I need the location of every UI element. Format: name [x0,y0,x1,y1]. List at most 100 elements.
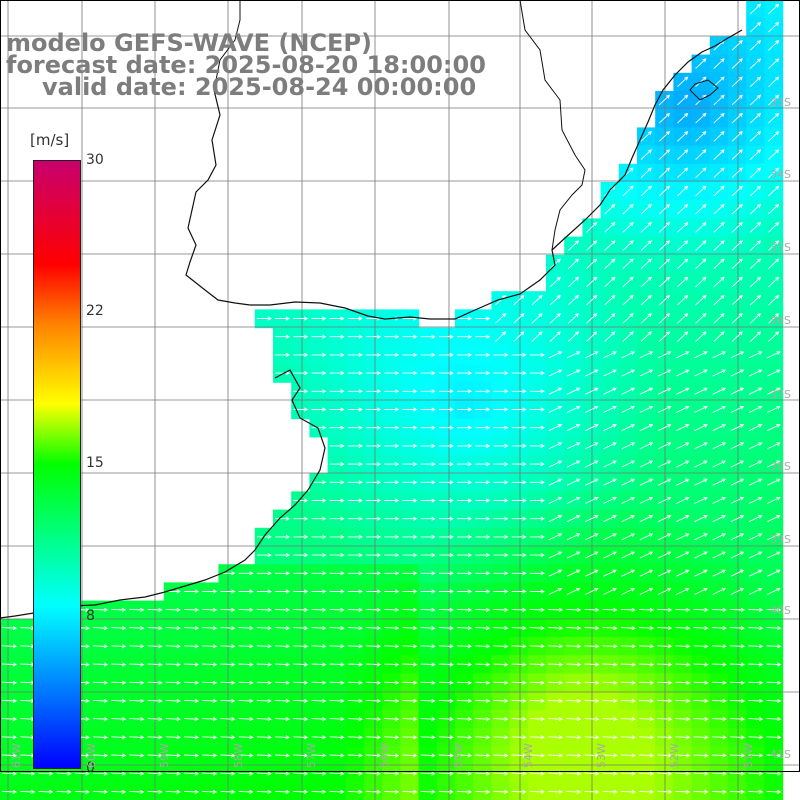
wind-arrow [548,351,563,359]
wind-arrow [256,662,272,667]
lon-label: 60W [85,743,98,768]
wind-arrow [475,443,491,448]
wind-arrow [657,607,673,613]
wind-arrow [695,276,707,288]
wind-arrow [639,569,654,577]
wind-arrow [402,352,418,357]
wind-arrow [768,149,780,160]
wind-arrow [548,496,563,504]
wind-arrow [256,644,272,649]
wind-arrow [731,131,743,142]
wind-arrow [639,717,655,722]
wind-arrow [767,442,781,450]
wind-arrow [676,387,690,395]
colorbar [33,160,81,769]
wind-arrow [402,698,418,704]
wind-arrow [675,717,691,722]
wind-arrow [420,352,436,357]
wind-arrow [695,313,707,324]
wind-arrow [311,571,327,576]
wind-arrow [620,662,636,667]
wind-arrow [730,680,746,685]
wind-arrow [147,607,163,613]
wind-arrow [475,735,491,740]
wind-arrow [695,203,707,215]
wind-arrow [677,240,689,251]
wind-arrow [529,480,545,485]
wind-arrow [640,294,652,306]
wind-arrow [585,387,599,395]
wind-arrow [202,662,218,667]
wind-arrow [311,626,327,631]
wind-arrow [604,203,616,215]
lon-label: 54W [522,743,535,768]
wind-arrow [457,334,473,339]
wind-arrow [420,534,436,539]
wind-arrow [475,698,491,704]
wind-arrow [347,516,363,521]
wind-arrow [657,771,673,776]
wind-arrow [329,644,345,649]
wind-arrow [585,351,599,359]
wind-arrow [621,369,636,377]
wind-arrow [730,442,745,450]
wind-arrow [311,352,327,357]
wind-arrow [475,680,491,685]
wind-arrow [766,789,782,795]
wind-arrow [767,587,781,595]
wind-arrow [493,789,509,795]
wind-arrow [493,389,509,394]
wind-arrow [620,771,636,776]
wind-arrow [548,515,563,523]
wind-arrow [602,771,618,776]
wind-arrow [585,405,599,413]
wind-arrow [586,222,598,233]
title-model: modelo GEFS-WAVE (NCEP) [6,29,372,57]
wind-arrow [511,462,527,467]
wind-arrow [147,717,163,722]
wind-arrow [675,662,691,667]
wind-arrow [475,371,491,376]
lat-label: 34S [770,168,791,181]
wind-arrow [640,185,652,197]
wind-arrow [548,478,563,486]
wind-arrow [748,405,763,413]
wind-arrow [493,680,509,685]
wind-arrow [567,331,580,342]
wind-arrow [366,462,382,467]
colorbar-tick: 22 [86,303,104,319]
wind-arrow [329,717,345,722]
wind-arrow [475,553,491,558]
wind-arrow [603,387,617,395]
wind-arrow [639,789,655,795]
wind-arrow [622,203,634,215]
wind-arrow [658,203,671,215]
wind-arrow [275,717,291,722]
wind-arrow [639,369,654,377]
wind-arrow [602,662,618,667]
wind-arrow [275,334,291,339]
wind-arrow [275,680,291,685]
wind-arrow [657,644,673,649]
wind-arrow [766,735,782,740]
wind-arrow [329,553,345,558]
wind-arrow [748,460,763,468]
wind-arrow [639,587,654,595]
wind-arrow [620,644,636,649]
wind-arrow [529,498,545,503]
wind-arrow [602,698,618,704]
wind-arrow [676,515,690,523]
colorbar-tick: 8 [86,608,95,624]
wind-arrow [621,387,636,395]
wind-arrow [695,331,707,342]
wind-arrow [767,533,781,541]
wind-arrow [548,771,564,776]
wind-arrow [658,276,671,288]
wind-arrow [384,371,400,376]
lat-label: 36S [770,314,791,327]
wind-arrow [2,698,18,704]
wind-arrow [438,534,454,539]
wind-arrow [768,94,780,106]
wind-arrow [695,131,707,142]
wind-arrow [658,240,671,251]
